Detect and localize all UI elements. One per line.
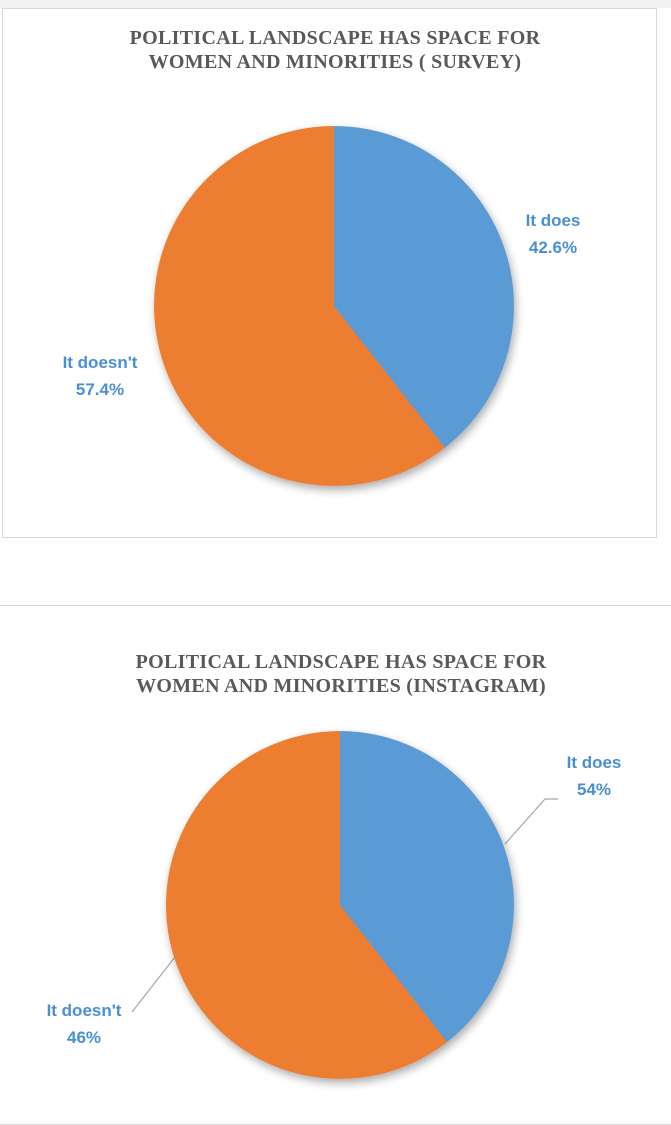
instagram-data-label-it-doesnt: It doesn't 46% xyxy=(14,997,154,1051)
survey-data-label-it-doesnt: It doesn't 57.4% xyxy=(30,349,170,403)
instagram-label-it-does-category: It does xyxy=(566,753,622,772)
survey-label-it-doesnt-value: 57.4% xyxy=(75,380,125,399)
instagram-label-it-does-value: 54% xyxy=(576,780,612,799)
instagram-label-it-doesnt-category: It doesn't xyxy=(46,1001,122,1020)
survey-chart-title: POLITICAL LANDSCAPE HAS SPACE FOR WOMEN … xyxy=(3,26,656,74)
instagram-pie-chart xyxy=(166,731,514,1079)
survey-label-it-does-category: It does xyxy=(525,211,581,230)
instagram-chart-title-line2: WOMEN AND MINORITIES (INSTAGRAM) xyxy=(136,675,546,697)
survey-chart-title-line1: POLITICAL LANDSCAPE HAS SPACE FOR xyxy=(129,27,541,49)
instagram-data-label-it-does: It does 54% xyxy=(524,749,664,803)
instagram-chart-panel: POLITICAL LANDSCAPE HAS SPACE FOR WOMEN … xyxy=(0,605,671,1125)
instagram-chart-title-line1: POLITICAL LANDSCAPE HAS SPACE FOR xyxy=(135,651,547,673)
instagram-label-it-doesnt-value: 46% xyxy=(66,1028,102,1047)
survey-label-it-doesnt-category: It doesn't xyxy=(62,353,138,372)
leader-line-it-does xyxy=(504,798,558,845)
survey-data-label-it-does: It does 42.6% xyxy=(483,207,623,261)
survey-pie-chart xyxy=(154,126,514,486)
survey-label-it-does-value: 42.6% xyxy=(528,238,578,257)
instagram-chart-title: POLITICAL LANDSCAPE HAS SPACE FOR WOMEN … xyxy=(0,650,671,698)
survey-chart-panel: POLITICAL LANDSCAPE HAS SPACE FOR WOMEN … xyxy=(2,8,657,538)
survey-chart-title-line2: WOMEN AND MINORITIES ( SURVEY) xyxy=(148,51,522,73)
page-top-strip xyxy=(0,0,671,8)
